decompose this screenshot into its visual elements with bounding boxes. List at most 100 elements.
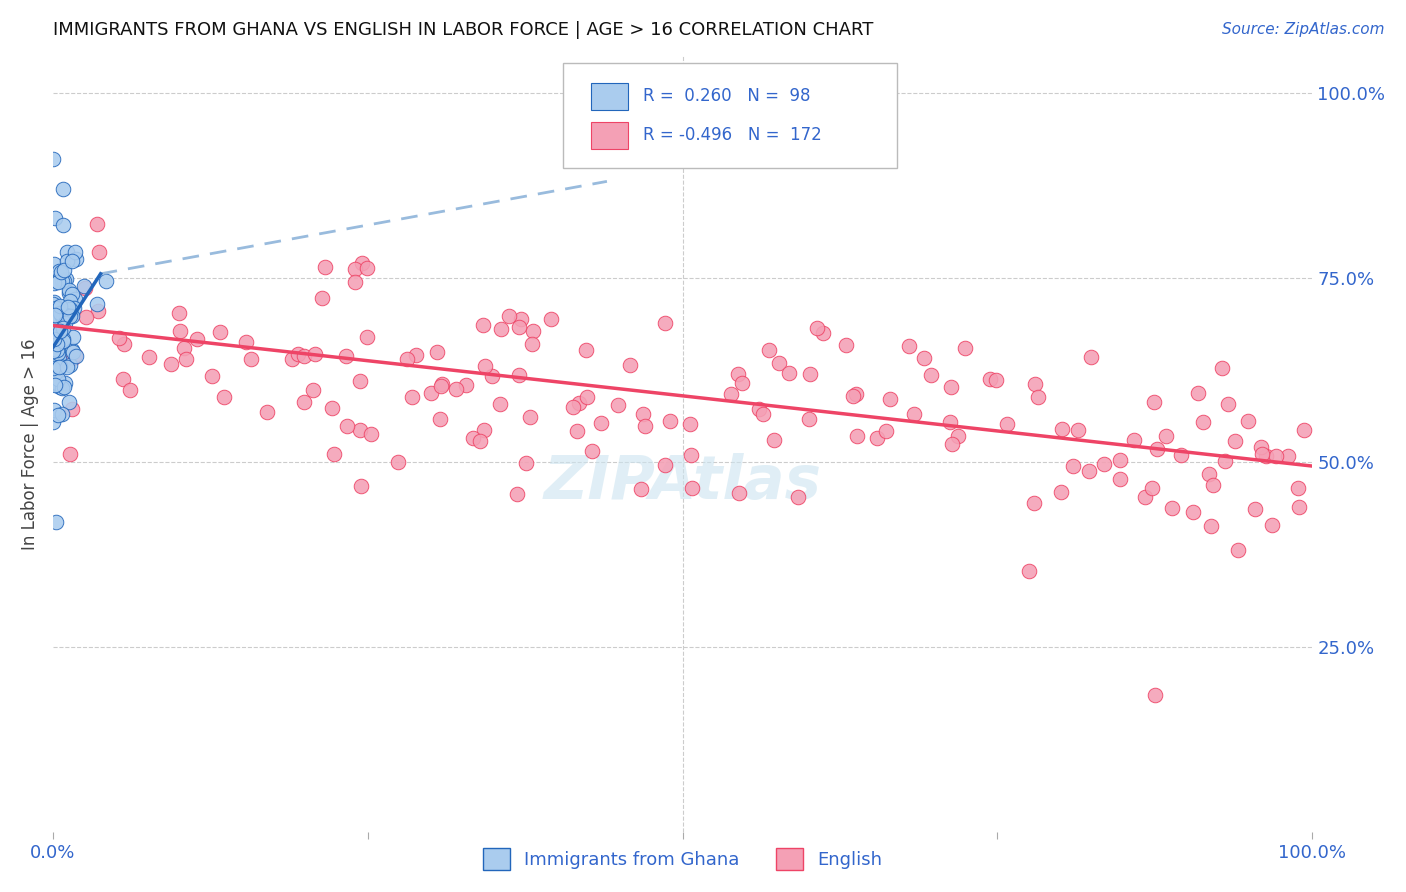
- Point: [301, 383, 323, 397]
- Legend: Immigrants from Ghana, English: Immigrants from Ghana, English: [475, 841, 890, 878]
- Point: [630, 483, 652, 497]
- Point: [44, 211, 66, 226]
- Point: [356, 261, 378, 276]
- Point: [1077, 464, 1099, 478]
- Point: [73, 278, 96, 293]
- Point: [429, 412, 451, 426]
- Point: [45, 515, 67, 529]
- Point: [1256, 450, 1278, 464]
- Point: [51, 325, 73, 339]
- Point: [335, 419, 357, 434]
- Point: [52, 218, 75, 232]
- Text: ZIPAtlas: ZIPAtlas: [544, 453, 821, 512]
- Point: [520, 337, 543, 351]
- Text: R =  0.260   N =  98: R = 0.260 N = 98: [644, 87, 811, 105]
- Point: [51, 381, 73, 395]
- Point: [986, 373, 1008, 387]
- Point: [186, 332, 208, 346]
- Point: [349, 374, 371, 388]
- Point: [49, 359, 72, 374]
- Point: [292, 394, 315, 409]
- Point: [1123, 433, 1146, 447]
- Point: [63, 292, 86, 306]
- Point: [52, 380, 75, 394]
- Point: [472, 423, 495, 437]
- Point: [48, 329, 70, 343]
- Point: [875, 425, 897, 439]
- Point: [468, 434, 491, 448]
- Point: [59, 358, 82, 372]
- Point: [510, 312, 533, 326]
- Point: [1288, 500, 1310, 514]
- Point: [797, 411, 820, 425]
- Point: [344, 275, 367, 289]
- Point: [1050, 422, 1073, 436]
- Point: [60, 401, 83, 416]
- Point: [1092, 457, 1115, 471]
- Point: [591, 416, 613, 430]
- Point: [1187, 385, 1209, 400]
- Point: [111, 372, 134, 386]
- Point: [446, 382, 468, 396]
- Point: [46, 408, 69, 422]
- Point: [727, 367, 749, 381]
- Point: [768, 355, 790, 369]
- Point: [866, 431, 889, 445]
- Point: [576, 390, 599, 404]
- Point: [835, 337, 858, 351]
- Point: [575, 343, 598, 357]
- Bar: [591, 122, 628, 149]
- Point: [506, 487, 529, 501]
- Point: [42, 361, 65, 376]
- Point: [212, 390, 235, 404]
- Point: [1223, 434, 1246, 449]
- Point: [515, 456, 537, 470]
- Point: [581, 444, 603, 458]
- Point: [49, 336, 72, 351]
- Point: [1277, 449, 1299, 463]
- Point: [55, 272, 77, 286]
- Point: [1243, 502, 1265, 516]
- Point: [401, 390, 423, 404]
- Text: Source: ZipAtlas.com: Source: ZipAtlas.com: [1222, 22, 1385, 37]
- Point: [48, 275, 70, 289]
- Point: [44, 354, 66, 368]
- Point: [321, 401, 343, 415]
- Point: [42, 308, 65, 322]
- Point: [48, 378, 70, 392]
- Point: [607, 399, 630, 413]
- Point: [239, 351, 262, 366]
- Point: [540, 312, 562, 326]
- Point: [323, 447, 346, 461]
- Point: [498, 310, 520, 324]
- Point: [1292, 423, 1315, 437]
- Point: [138, 350, 160, 364]
- Point: [42, 297, 65, 311]
- Point: [52, 332, 75, 346]
- Point: [292, 349, 315, 363]
- Point: [634, 418, 657, 433]
- Point: [45, 301, 67, 315]
- Point: [1265, 450, 1288, 464]
- Point: [42, 332, 65, 346]
- Point: [108, 331, 131, 345]
- Point: [94, 275, 117, 289]
- Text: R = -0.496   N =  172: R = -0.496 N = 172: [644, 127, 823, 145]
- Point: [1026, 390, 1049, 404]
- Point: [1226, 542, 1249, 557]
- Point: [1143, 395, 1166, 409]
- Point: [52, 334, 75, 349]
- Point: [48, 359, 70, 374]
- Point: [654, 316, 676, 330]
- Point: [720, 387, 742, 401]
- Point: [1146, 442, 1168, 457]
- Point: [356, 330, 378, 344]
- Point: [52, 182, 75, 196]
- Point: [939, 380, 962, 394]
- Point: [86, 297, 108, 311]
- Point: [44, 324, 66, 338]
- Point: [42, 276, 65, 290]
- Point: [1161, 501, 1184, 516]
- Point: [463, 431, 485, 445]
- Point: [56, 300, 79, 314]
